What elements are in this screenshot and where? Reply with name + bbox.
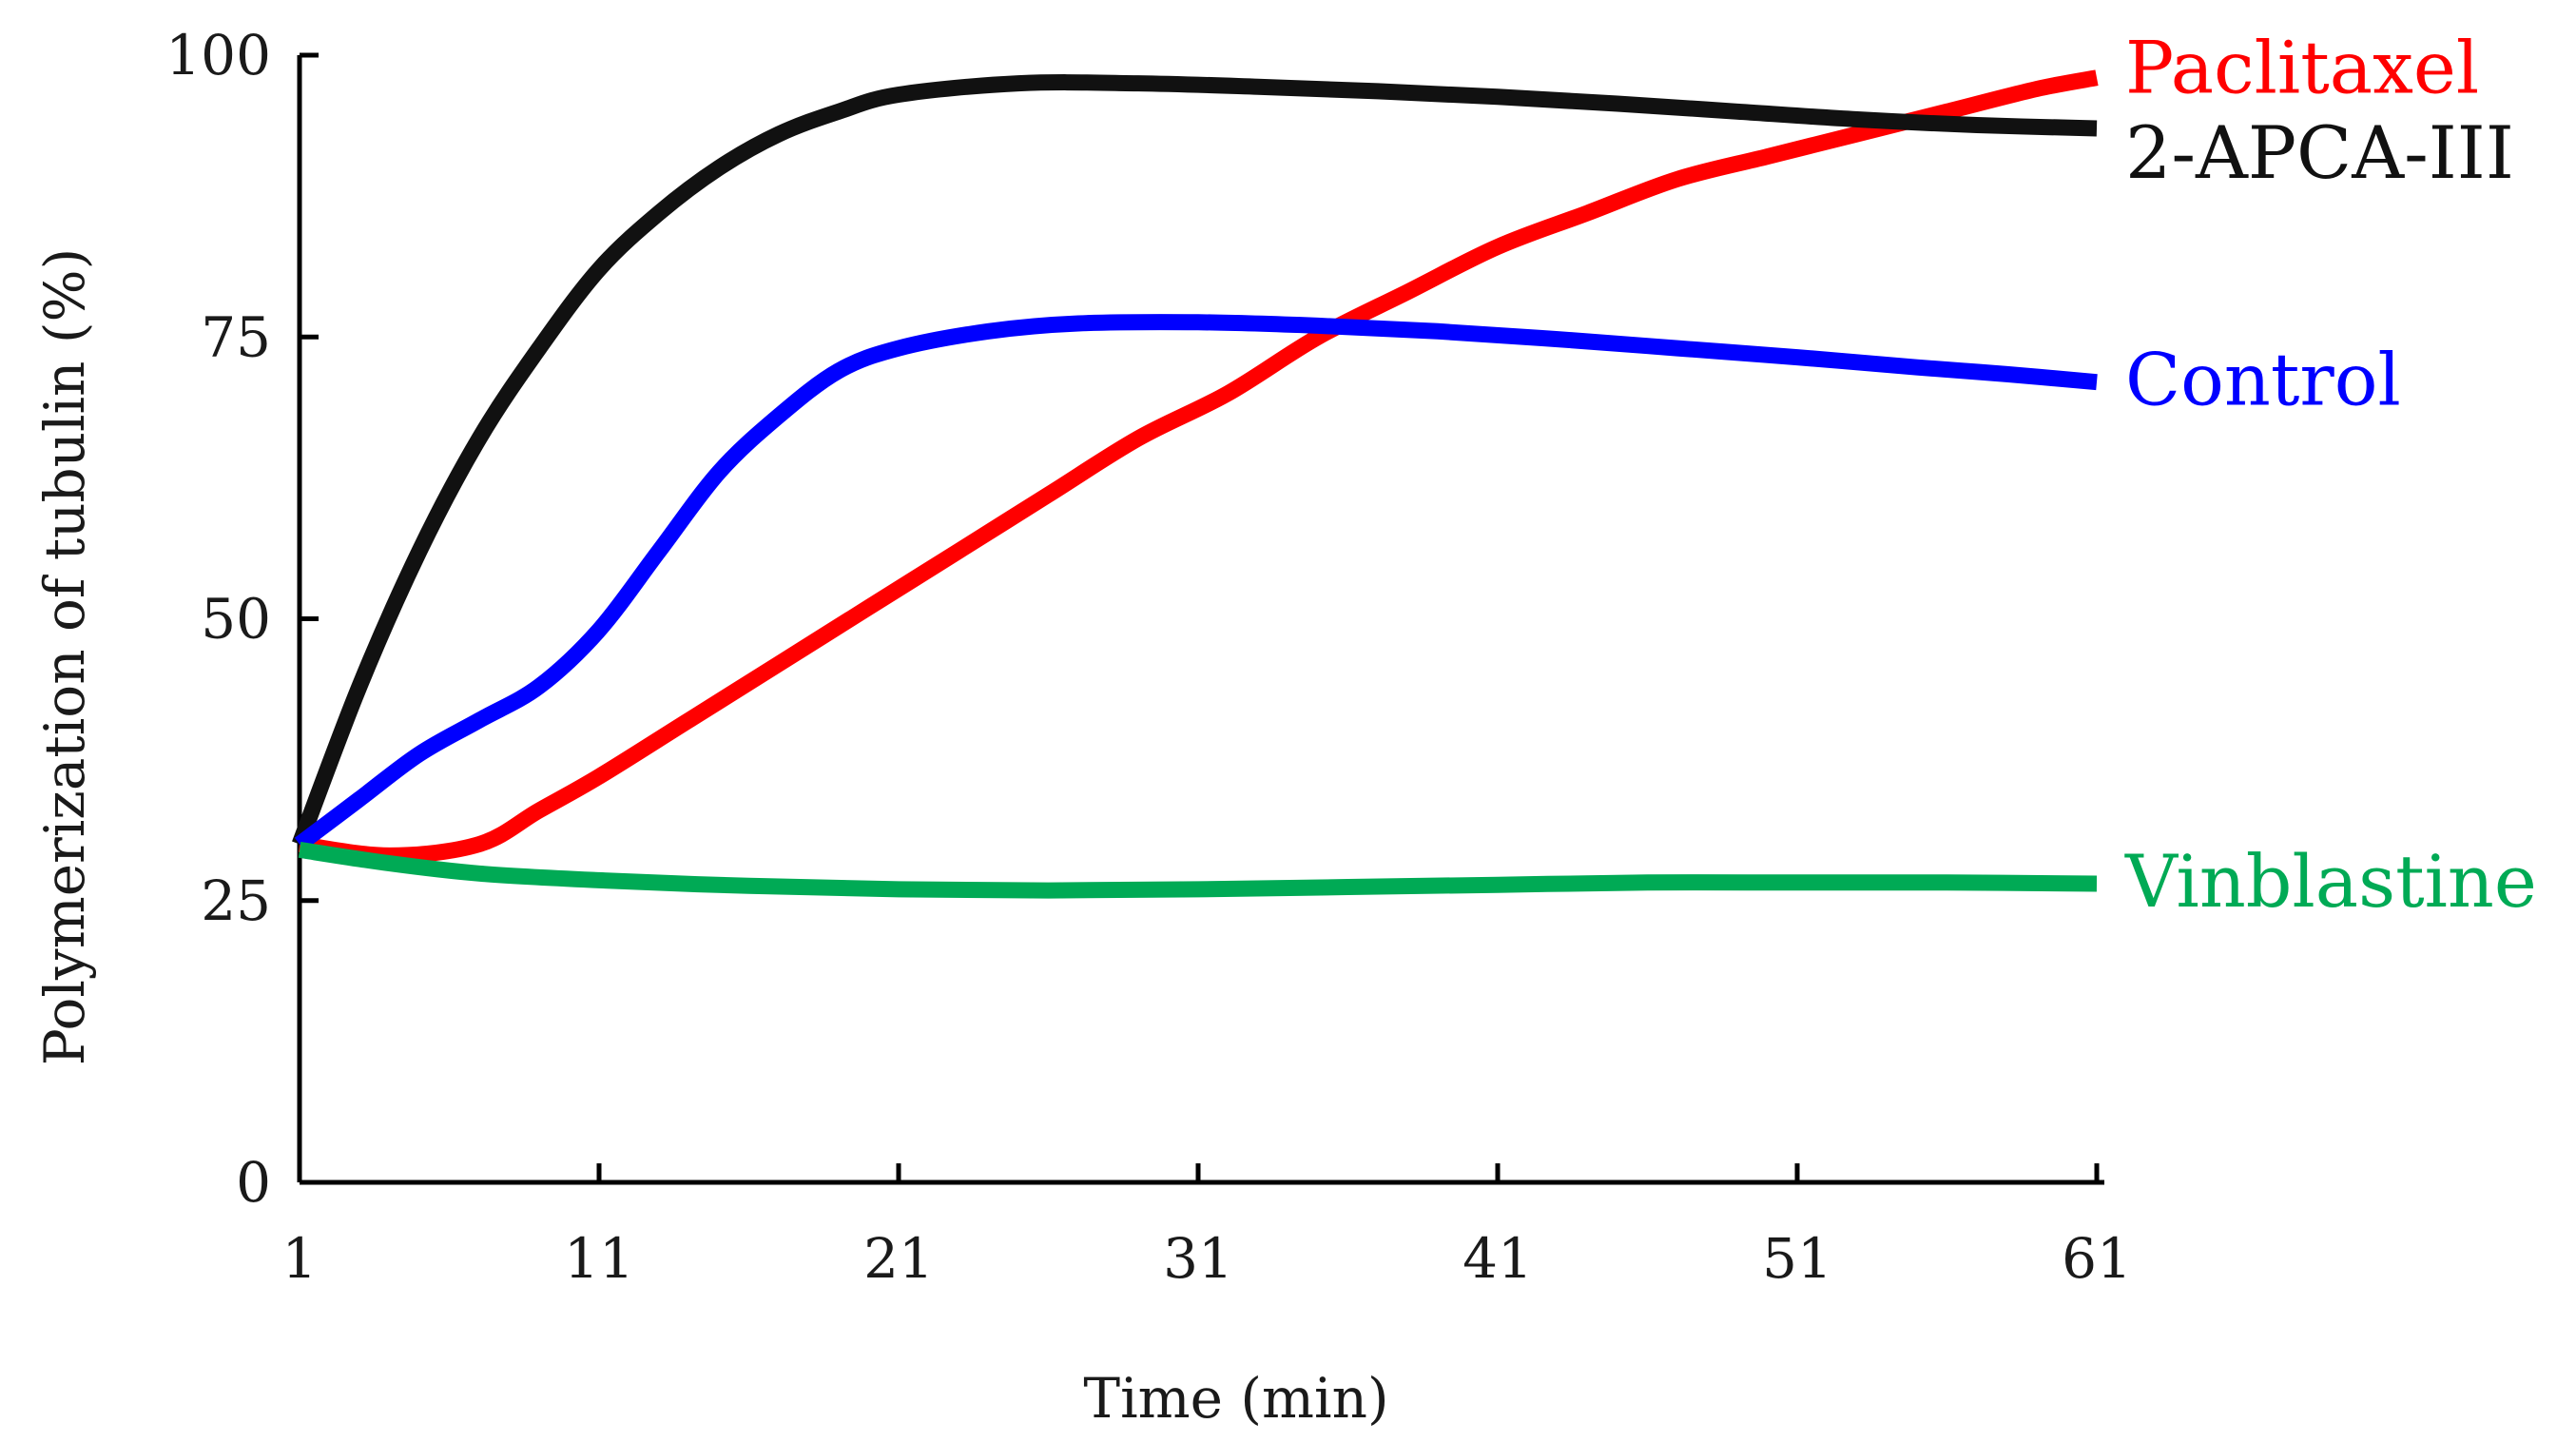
series-label-control: Control: [2125, 338, 2401, 422]
x-tick-label: 41: [1462, 1226, 1533, 1291]
x-axis-title: Time (min): [1083, 1366, 1388, 1431]
x-tick-label: 51: [1762, 1226, 1832, 1291]
series-line-vinblastine: [298, 841, 2098, 899]
y-tick-label: 100: [165, 23, 271, 88]
series-line-paclitaxel: [298, 69, 2099, 864]
series-label-paclitaxel: Paclitaxel: [2125, 26, 2479, 110]
axes: [297, 55, 2104, 1185]
y-ticks: 0 25 50 75 100: [165, 23, 319, 1215]
series-line-control: [294, 314, 2098, 851]
x-tick-label: 1: [282, 1226, 318, 1291]
y-axis-title: Polymerization of tubulin (%): [32, 248, 97, 1065]
x-tick-label: 31: [1163, 1226, 1233, 1291]
x-tick-label: 21: [863, 1226, 934, 1291]
y-tick-label: 0: [236, 1150, 271, 1215]
y-tick-label: 75: [201, 304, 271, 369]
series-lines: [292, 69, 2099, 899]
series-label-2-apca-iii: 2-APCA-III: [2125, 110, 2514, 195]
series-label-vinblastine: Vinblastine: [2124, 839, 2537, 924]
series-line-2-apca-iii: [292, 74, 2098, 848]
x-tick-label: 61: [2062, 1226, 2132, 1291]
y-tick-label: 50: [201, 587, 271, 652]
x-ticks: 1 11 21 31 41 51 61: [282, 1163, 2132, 1291]
y-tick-label: 25: [201, 868, 271, 933]
x-tick-label: 11: [564, 1226, 634, 1291]
